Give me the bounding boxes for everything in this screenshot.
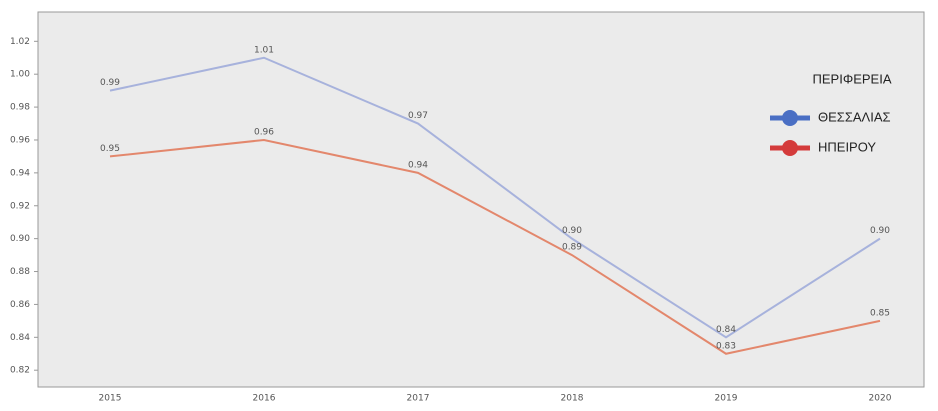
y-tick-label: 0.88 xyxy=(10,267,30,277)
x-tick-label: 2019 xyxy=(715,394,738,404)
legend-label: ΘΕΣΣΑΛΙΑΣ xyxy=(818,109,891,124)
data-label: 0.90 xyxy=(870,226,890,236)
x-tick-label: 2017 xyxy=(407,394,430,404)
data-label: 0.85 xyxy=(870,308,890,318)
y-tick-label: 1.02 xyxy=(10,37,30,47)
series-line xyxy=(109,138,881,355)
y-tick-label: 0.90 xyxy=(10,234,30,244)
data-label: 0.95 xyxy=(100,144,120,154)
data-label: 0.89 xyxy=(562,243,582,253)
data-label: 1.01 xyxy=(254,45,274,55)
legend-label: ΗΠΕΙΡΟΥ xyxy=(818,139,876,154)
y-tick-label: 0.98 xyxy=(10,103,30,113)
data-label: 0.97 xyxy=(408,111,428,121)
y-tick-label: 0.92 xyxy=(10,201,30,211)
data-label: 0.96 xyxy=(254,127,274,137)
data-label: 0.99 xyxy=(100,78,120,88)
data-label: 0.94 xyxy=(408,160,428,170)
y-tick-label: 0.86 xyxy=(10,300,30,310)
y-tick-label: 0.82 xyxy=(10,366,30,376)
x-tick-label: 2015 xyxy=(99,394,122,404)
x-tick-label: 2018 xyxy=(561,394,584,404)
data-label: 0.83 xyxy=(716,341,736,351)
y-tick-label: 1.00 xyxy=(10,70,30,80)
x-tick-label: 2016 xyxy=(253,394,276,404)
legend-marker xyxy=(782,140,798,156)
plot-area xyxy=(37,11,925,388)
legend-title: ΠΕΡΙΦΕΡΕΙΑ xyxy=(812,71,891,86)
data-label: 0.84 xyxy=(716,325,736,335)
y-tick-label: 0.96 xyxy=(10,135,30,145)
y-tick-label: 0.84 xyxy=(10,333,30,343)
series-line xyxy=(109,56,881,339)
data-label: 0.90 xyxy=(562,226,582,236)
y-tick-label: 0.94 xyxy=(10,168,30,178)
legend-marker xyxy=(782,110,798,126)
x-tick-label: 2020 xyxy=(869,394,892,404)
